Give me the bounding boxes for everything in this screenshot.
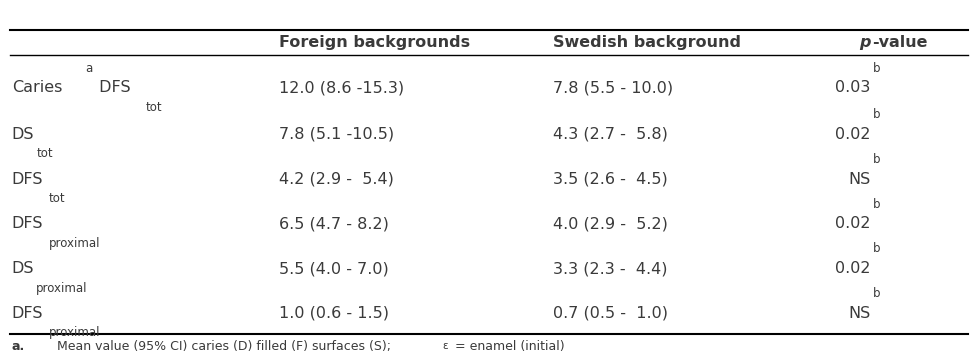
Text: b: b <box>871 287 879 300</box>
Text: 5.5 (4.0 - 7.0): 5.5 (4.0 - 7.0) <box>278 261 388 276</box>
Text: b: b <box>871 198 879 211</box>
Text: 0.02: 0.02 <box>834 127 870 142</box>
Text: 1.0 (0.6 - 1.5): 1.0 (0.6 - 1.5) <box>278 306 388 321</box>
Text: b: b <box>871 108 879 121</box>
Text: DS: DS <box>12 127 34 142</box>
Text: 4.0 (2.9 -  5.2): 4.0 (2.9 - 5.2) <box>552 216 666 231</box>
Text: 7.8 (5.5 - 10.0): 7.8 (5.5 - 10.0) <box>552 80 672 95</box>
Text: 3.3 (2.3 -  4.4): 3.3 (2.3 - 4.4) <box>552 261 666 276</box>
Text: 12.0 (8.6 -15.3): 12.0 (8.6 -15.3) <box>278 80 404 95</box>
Text: Caries: Caries <box>12 80 63 95</box>
Text: ε: ε <box>443 341 448 351</box>
Text: b: b <box>871 242 879 255</box>
Text: 0.7 (0.5 -  1.0): 0.7 (0.5 - 1.0) <box>552 306 667 321</box>
Text: tot: tot <box>48 192 64 205</box>
Text: proximal: proximal <box>36 282 88 295</box>
Text: 3.5 (2.6 -  4.5): 3.5 (2.6 - 4.5) <box>552 171 666 187</box>
Text: b: b <box>871 153 879 166</box>
Text: DFS: DFS <box>12 216 43 231</box>
Text: DFS: DFS <box>12 306 43 321</box>
Text: 4.2 (2.9 -  5.4): 4.2 (2.9 - 5.4) <box>278 171 393 187</box>
Text: tot: tot <box>146 101 162 114</box>
Text: Swedish background: Swedish background <box>552 35 740 50</box>
Text: 0.03: 0.03 <box>834 80 870 95</box>
Text: DS: DS <box>12 261 34 276</box>
Text: 0.02: 0.02 <box>834 261 870 276</box>
Text: tot: tot <box>36 147 53 160</box>
Text: a: a <box>85 62 92 74</box>
Text: proximal: proximal <box>48 326 100 339</box>
Text: DFS: DFS <box>12 171 43 187</box>
Text: = enamel (initial): = enamel (initial) <box>454 340 564 353</box>
Text: 6.5 (4.7 - 8.2): 6.5 (4.7 - 8.2) <box>278 216 388 231</box>
Text: DFS: DFS <box>94 80 130 95</box>
Text: proximal: proximal <box>48 237 100 250</box>
Text: NS: NS <box>847 171 870 187</box>
Text: 7.8 (5.1 -10.5): 7.8 (5.1 -10.5) <box>278 127 394 142</box>
Text: 4.3 (2.7 -  5.8): 4.3 (2.7 - 5.8) <box>552 127 666 142</box>
Text: Foreign backgrounds: Foreign backgrounds <box>278 35 469 50</box>
Text: -value: -value <box>871 35 927 50</box>
Text: NS: NS <box>847 306 870 321</box>
Text: 0.02: 0.02 <box>834 216 870 231</box>
Text: a.: a. <box>12 340 25 353</box>
Text: p: p <box>858 35 870 50</box>
Text: b: b <box>871 62 879 74</box>
Text: Mean value (95% CI) caries (D) filled (F) surfaces (S);: Mean value (95% CI) caries (D) filled (F… <box>37 340 395 353</box>
